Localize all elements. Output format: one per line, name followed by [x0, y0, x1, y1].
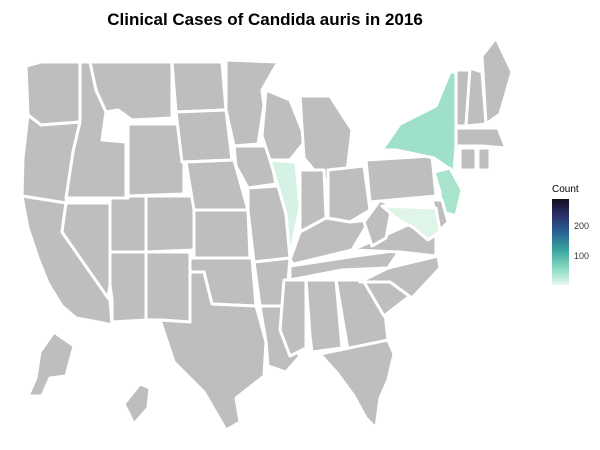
state-ohio [326, 164, 372, 224]
legend-tick-200: 200 [574, 221, 590, 231]
state-colorado [144, 194, 196, 254]
state-west-virginia [362, 198, 394, 248]
state-virginia [350, 222, 438, 258]
state-minnesota [224, 58, 280, 148]
state-florida [318, 338, 396, 430]
state-rhode-island [476, 146, 492, 172]
state-connecticut [458, 146, 478, 172]
state-alaska [26, 330, 76, 398]
legend: Count 200 100 [552, 184, 600, 285]
state-nevada [60, 201, 112, 300]
state-new-jersey [432, 166, 464, 218]
state-illinois [268, 158, 302, 260]
state-kentucky [288, 216, 372, 266]
state-utah [108, 194, 148, 254]
legend-title: Count [552, 184, 579, 195]
legend-colorbar [552, 199, 569, 285]
state-pennsylvania [364, 154, 438, 204]
state-south-dakota [174, 108, 234, 164]
state-kansas [192, 208, 252, 260]
state-new-mexico [144, 250, 192, 324]
state-north-dakota [170, 60, 228, 114]
state-massachusetts [454, 126, 508, 150]
legend-tick-mark-200 [569, 226, 572, 227]
state-wyoming [126, 122, 186, 198]
state-mississippi [278, 278, 308, 358]
chart-title: Clinical Cases of Candida auris in 2016 [107, 10, 423, 29]
state-north-carolina [358, 254, 442, 300]
state-wisconsin [260, 88, 308, 162]
legend-tick-100: 100 [574, 251, 590, 261]
legend-tick-mark-100 [569, 256, 572, 257]
state-maine [480, 36, 514, 126]
state-maryland [380, 204, 442, 242]
state-hawaii [122, 382, 152, 426]
state-alabama [304, 278, 344, 354]
state-texas [158, 270, 268, 432]
state-arizona [108, 250, 148, 324]
state-washington [24, 60, 82, 127]
